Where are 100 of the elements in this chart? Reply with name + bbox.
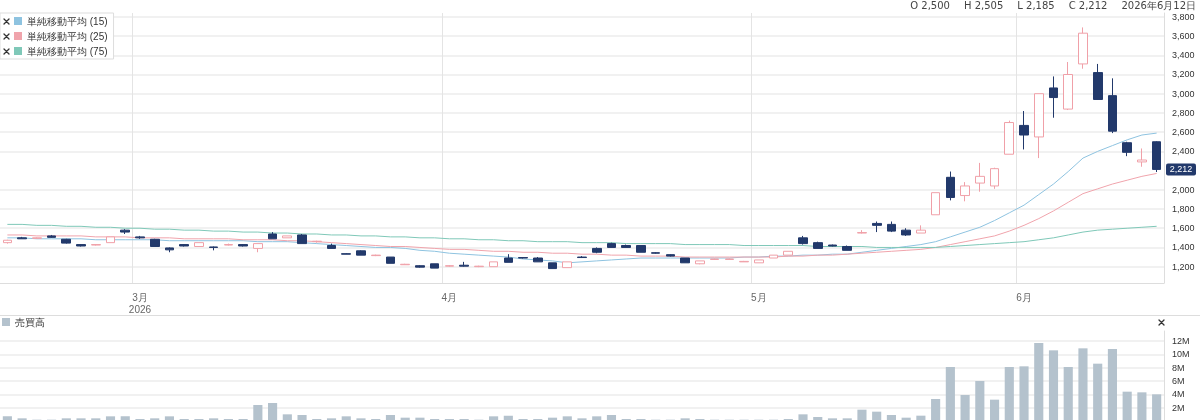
candlestick — [91, 243, 101, 247]
bar — [385, 415, 396, 420]
bar — [1137, 392, 1147, 420]
candlestick — [459, 261, 469, 268]
candlestick — [1093, 63, 1103, 100]
y-tick-label: 1,600 — [1172, 223, 1195, 234]
annotation: 2,212 — [1169, 164, 1193, 175]
y-tick-label: 8M — [1172, 362, 1185, 373]
candlestick — [282, 235, 292, 239]
y-tick-label: 1,800 — [1172, 204, 1195, 215]
y-tick-label: 3,600 — [1172, 31, 1195, 42]
text: L 2,185 — [1017, 0, 1055, 11]
candlestick — [386, 256, 395, 264]
candlestick — [194, 242, 204, 247]
text: H 2,505 — [963, 0, 1004, 11]
y-tick-label: 3,200 — [1172, 69, 1195, 80]
candlestick — [651, 251, 660, 255]
y-tick-label: 1,400 — [1172, 242, 1195, 253]
bar — [1107, 349, 1117, 420]
candlestick — [562, 261, 572, 269]
candlestick — [268, 231, 277, 240]
bar — [297, 415, 307, 420]
candlestick — [518, 256, 528, 259]
candlestick — [1078, 26, 1088, 70]
line-series — [6, 132, 1158, 264]
candlestick — [489, 261, 498, 268]
candlestick — [1137, 147, 1147, 168]
candlestick — [327, 243, 336, 249]
candlestick — [135, 235, 145, 240]
candlestick — [975, 162, 985, 193]
bar — [916, 415, 926, 420]
line-series — [6, 223, 1158, 248]
candlestick — [32, 236, 42, 240]
bar — [1034, 343, 1044, 420]
legend-label: 単純移動平均 (25) — [27, 30, 108, 42]
bar — [1093, 363, 1103, 420]
bar — [562, 416, 572, 420]
candlestick — [1049, 75, 1058, 119]
candlestick — [224, 243, 233, 247]
y-tick-label: 6M — [1172, 376, 1185, 386]
bar — [857, 409, 867, 420]
bar — [1078, 348, 1088, 420]
candlestick — [341, 252, 351, 255]
bar — [1004, 367, 1014, 420]
x-tick-label: 4月 — [441, 291, 458, 303]
x-tick-label: 3月 2026 — [128, 291, 152, 315]
text: C 2,212 — [1068, 0, 1108, 11]
y-tick-label: 3,400 — [1172, 50, 1195, 61]
bar — [489, 416, 499, 420]
candlestick — [828, 244, 837, 247]
bar — [120, 416, 130, 420]
candlestick — [695, 260, 705, 265]
candlestick — [621, 244, 631, 248]
candlestick — [356, 249, 366, 256]
bar — [268, 403, 278, 420]
candlestick — [150, 238, 160, 247]
candlestick — [798, 235, 808, 246]
candlestick — [592, 246, 602, 254]
candlestick — [209, 245, 218, 251]
candlestick — [960, 181, 970, 202]
legend-label: 単純移動平均 (15) — [27, 15, 108, 27]
candlestick — [504, 253, 513, 263]
y-tick-label: 2,000 — [1172, 184, 1195, 195]
candlestick — [1019, 110, 1029, 150]
candlestick — [1122, 141, 1132, 157]
bar — [282, 414, 292, 420]
candlestick — [666, 253, 675, 258]
candlestick — [3, 239, 12, 245]
candlestick — [120, 228, 130, 235]
candlestick — [931, 192, 940, 216]
candlestick — [533, 256, 543, 263]
candlestick — [17, 236, 27, 240]
candlestick — [371, 254, 381, 257]
legend-label: 売買高 — [15, 316, 45, 328]
bar — [253, 405, 263, 420]
bar — [1122, 391, 1132, 420]
bar — [503, 415, 513, 420]
bar — [2, 416, 12, 420]
candlestick — [1152, 140, 1161, 173]
candlestick — [990, 167, 999, 190]
text: 2026年6月12日 — [1121, 0, 1196, 11]
candlestick — [946, 171, 955, 201]
y-tick-label: 3,000 — [1172, 88, 1195, 99]
bar — [886, 415, 896, 420]
candlestick — [1004, 120, 1014, 155]
candlestick — [857, 229, 867, 235]
candlestick — [901, 227, 911, 237]
y-tick-label: 2M — [1172, 402, 1185, 413]
candlestick — [548, 262, 557, 270]
candlestick — [165, 246, 174, 253]
candlestick — [430, 263, 439, 269]
bar — [975, 381, 985, 420]
x-tick-label: 5月 — [751, 291, 767, 303]
candlestick — [607, 242, 616, 248]
y-tick-label: 2,800 — [1172, 107, 1195, 118]
bar — [813, 417, 823, 420]
bar — [872, 411, 882, 420]
candlestick — [445, 264, 454, 268]
y-tick-label: 3,800 — [1172, 11, 1195, 22]
candlestick — [47, 234, 56, 239]
